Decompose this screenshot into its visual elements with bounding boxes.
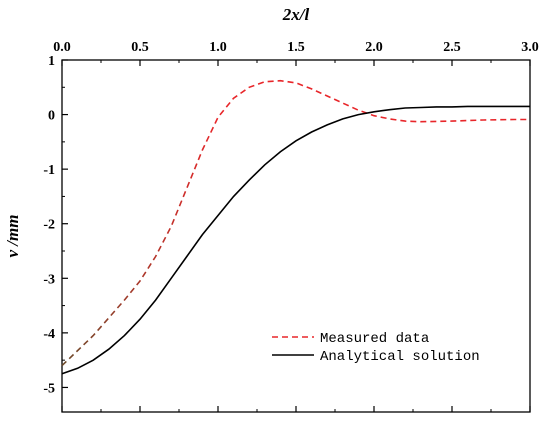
y-tick-label: 1	[48, 54, 55, 69]
y-tick-label: -3	[43, 272, 55, 287]
x-tick-label: 2.0	[365, 40, 383, 55]
x-tick-label: 2.5	[443, 40, 461, 55]
x-tick-label: 3.0	[521, 40, 539, 55]
y-tick-label: -1	[43, 163, 55, 178]
legend-measured-label: Measured data	[320, 331, 429, 347]
x-axis-title: 2x/l	[282, 5, 310, 24]
series-line-analytical	[61, 105, 530, 375]
legend: Measured data Analytical solution	[272, 331, 480, 365]
y-tick-label: -5	[43, 381, 55, 396]
series-lines	[61, 79, 530, 375]
x-tick-label: 1.0	[209, 40, 227, 55]
series-line-measured	[61, 79, 530, 367]
axis-ticks	[61, 59, 531, 412]
y-tick-label: -4	[43, 327, 55, 342]
y-tick-label: -2	[43, 218, 55, 233]
x-tick-label: 0.0	[53, 40, 71, 55]
legend-analytical-label: Analytical solution	[320, 349, 480, 365]
x-tick-label: 1.5	[287, 40, 305, 55]
x-tick-label: 0.5	[131, 40, 149, 55]
y-tick-label: 0	[48, 109, 55, 124]
tick-labels: 0.0 0.5 1.0 1.5 2.0 2.5 3.0 1 0 -1 -2 -3 -4 -5	[43, 40, 538, 396]
y-axis-title: v /mm	[3, 215, 22, 258]
